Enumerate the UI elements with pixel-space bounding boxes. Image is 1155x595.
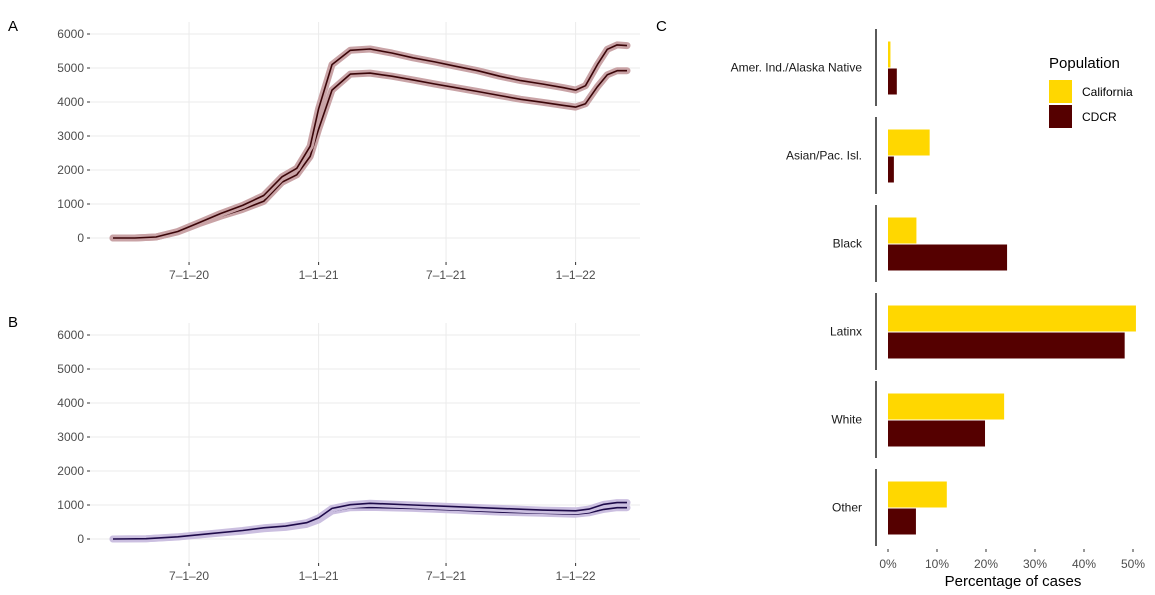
- panel-b-ytick-label: 3000: [57, 430, 84, 444]
- panel-c-bar-california: [888, 481, 947, 508]
- panel-a-ytick-label: 2000: [57, 163, 84, 177]
- panel-c-bar-california: [888, 41, 891, 68]
- panel-a-xtick-label: 7–1–20: [169, 268, 209, 282]
- panel-a-xtick-label: 7–1–21: [426, 268, 466, 282]
- panel-c-bar-cdcr: [888, 508, 916, 535]
- legend-label-cdcr: CDCR: [1082, 110, 1117, 124]
- panel-b-series-line: [112, 501, 627, 540]
- panel-b-ytick-label: 4000: [57, 396, 84, 410]
- panel-c-category-label: Black: [833, 237, 863, 251]
- panel-c-plot: Amer. Ind./Alaska Native Asian/Pac. Isl. B…: [731, 29, 1145, 571]
- panel-c-category-label: Amer. Ind./Alaska Native: [731, 61, 863, 75]
- panel-c-xtick-label: 0%: [879, 557, 897, 571]
- panel-c-bar-cdcr: [888, 332, 1125, 359]
- panel-b-tag: B: [8, 314, 18, 331]
- panel-b-ytick-label: 0: [77, 532, 84, 546]
- panel-b-xtick-label: 7–1–20: [169, 569, 209, 583]
- panel-c-bar-california: [888, 217, 917, 244]
- panel-b-plot: 0 1000 2000 3000 4000 5000 6000 7–1–20 1–1–21 7–1…: [57, 323, 640, 583]
- panel-c-xtick-label: 20%: [974, 557, 998, 571]
- panel-c-xlabel: Percentage of cases: [945, 573, 1082, 590]
- panel-a-series-ribbon: [109, 67, 631, 242]
- panel-a-series-line: [113, 44, 628, 239]
- panel-b-xtick-label: 7–1–21: [426, 569, 466, 583]
- panel-c-category-label: Asian/Pac. Isl.: [786, 149, 862, 163]
- panel-b-ytick-label: 2000: [57, 464, 84, 478]
- panel-c-bar-california: [888, 129, 930, 156]
- panel-b-xtick-label: 1–1–22: [556, 569, 596, 583]
- legend-label-california: California: [1082, 85, 1133, 99]
- panel-a-series-line: [113, 69, 627, 239]
- panel-b-ytick-label: 6000: [57, 328, 84, 342]
- panel-b-ytick-label: 1000: [57, 498, 84, 512]
- panel-c-category-label: Other: [832, 501, 862, 515]
- panel-c-xtick-label: 40%: [1072, 557, 1096, 571]
- panel-a-xtick-label: 1–1–22: [556, 268, 596, 282]
- panel-c-xtick-label: 50%: [1121, 557, 1145, 571]
- panel-c-category-label: White: [831, 413, 862, 427]
- panel-c-xtick-label: 30%: [1023, 557, 1047, 571]
- panel-c-bar-california: [888, 393, 1005, 420]
- panel-a-ytick-label: 4000: [57, 95, 84, 109]
- panel-a-xtick-label: 1–1–21: [299, 268, 339, 282]
- panel-a-ytick-label: 0: [77, 231, 84, 245]
- panel-a-ytick-label: 6000: [57, 27, 84, 41]
- panel-c-xtick-label: 10%: [925, 557, 949, 571]
- panel-c-bar-cdcr: [888, 156, 894, 183]
- panel-c-bar-cdcr: [888, 244, 1008, 271]
- panel-c-category-label: Latinx: [830, 325, 862, 339]
- panel-a-tag: A: [8, 18, 18, 35]
- legend-swatch-cdcr: [1049, 105, 1072, 128]
- legend-title: Population: [1049, 55, 1120, 72]
- legend-swatch-california: [1049, 80, 1072, 103]
- panel-c-bar-cdcr: [888, 68, 897, 95]
- panel-a-plot: 0 1000 2000 3000 4000 5000 6000 7–1–20 1–1–21 7–1…: [57, 22, 640, 282]
- panel-c-bar-cdcr: [888, 420, 986, 447]
- panel-c-tag: C: [656, 18, 667, 35]
- panel-b-ytick-label: 5000: [57, 362, 84, 376]
- panel-b-xtick-label: 1–1–21: [299, 569, 339, 583]
- panel-a-ytick-label: 3000: [57, 129, 84, 143]
- panel-c-bar-california: [888, 305, 1136, 332]
- legend: California CDCR: [1049, 80, 1133, 128]
- panel-a-ytick-label: 5000: [57, 61, 84, 75]
- panel-a-ytick-label: 1000: [57, 197, 84, 211]
